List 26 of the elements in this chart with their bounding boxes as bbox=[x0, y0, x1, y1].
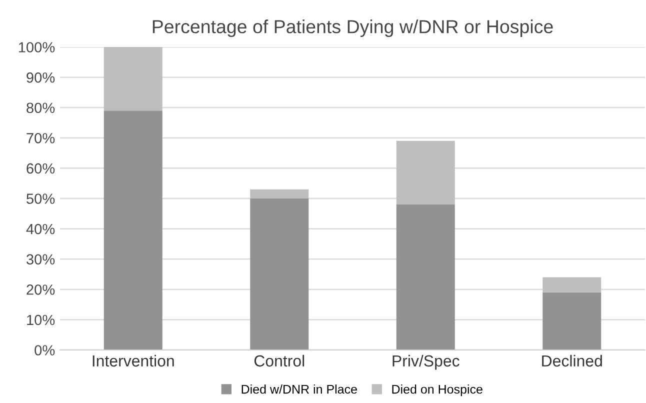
y-tick-label: 100% bbox=[18, 42, 55, 52]
bar bbox=[104, 47, 162, 111]
y-tick-label: 60% bbox=[26, 163, 55, 174]
legend-label: Died on Hospice bbox=[392, 384, 482, 396]
bar bbox=[104, 110, 162, 350]
bar bbox=[396, 204, 455, 350]
bar bbox=[542, 292, 602, 350]
bar bbox=[250, 198, 309, 350]
y-tick-label: 20% bbox=[26, 284, 55, 295]
y-tick-label: 30% bbox=[26, 254, 55, 265]
y-tick-label: 90% bbox=[26, 72, 55, 83]
y-tick-label: 80% bbox=[26, 102, 55, 114]
bar bbox=[396, 140, 455, 205]
bar bbox=[250, 189, 309, 198]
x-tick-label: Priv/Spec bbox=[392, 354, 460, 370]
y-tick-label: 50% bbox=[26, 194, 55, 204]
chart-title: Percentage of Patients Dying w/DNR or Hospice bbox=[152, 20, 553, 37]
legend-label: Died w/DNR in Place bbox=[242, 384, 357, 394]
x-tick-label: Intervention bbox=[92, 354, 174, 367]
y-tick-label: 10% bbox=[27, 314, 55, 326]
y-tick-label: 40% bbox=[26, 224, 55, 234]
y-tick-label: 70% bbox=[26, 133, 55, 144]
bar bbox=[542, 277, 602, 292]
x-tick-label: Control bbox=[254, 354, 304, 367]
y-tick-label: 0% bbox=[34, 345, 55, 356]
x-tick-label: Declined bbox=[542, 354, 602, 367]
